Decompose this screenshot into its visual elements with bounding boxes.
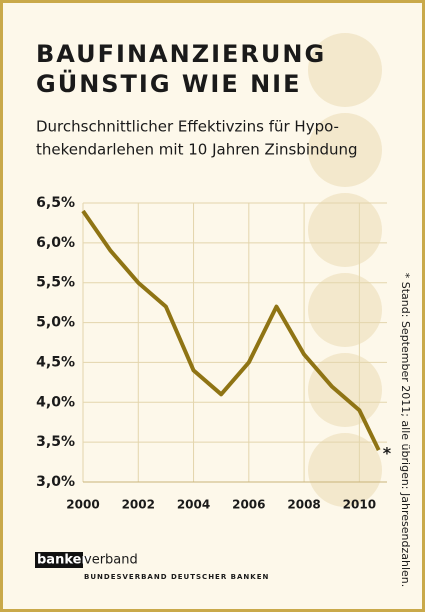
subtitle: Durchschnittlicher Effektivzins für Hypo… xyxy=(36,118,339,136)
decor xyxy=(308,33,382,507)
y-tick-label: 4,0% xyxy=(36,394,75,410)
y-tick-label: 6,0% xyxy=(36,235,75,251)
y-tick-label: 5,0% xyxy=(36,315,75,331)
y-tick-label: 5,5% xyxy=(36,275,75,291)
x-tick-label: 2004 xyxy=(177,498,210,512)
y-tick-label: 3,5% xyxy=(36,434,75,450)
annotation: * xyxy=(383,444,392,463)
line xyxy=(81,209,381,451)
footnote: * Stand: September 2011; alle übrigen: J… xyxy=(399,273,412,588)
logo: banken xyxy=(37,553,91,568)
x-tick-label: 2000 xyxy=(66,498,99,512)
x-tick-label: 2008 xyxy=(287,498,320,512)
x-tick-label: 2006 xyxy=(232,498,265,512)
x-tick-label: 2002 xyxy=(122,498,155,512)
logo: verband xyxy=(84,553,138,568)
logo-box xyxy=(35,552,83,568)
x-tick-label: 2010 xyxy=(343,498,376,512)
y-tick-label: 3,0% xyxy=(36,474,75,490)
subtitle: thekendarlehen mit 10 Jahren Zinsbindung xyxy=(36,141,358,159)
y-tick-label: 4,5% xyxy=(36,354,75,370)
chart-title: BAUFINANZIERUNG xyxy=(36,40,326,68)
chart-title: GÜNSTIG WIE NIE xyxy=(36,68,301,98)
tagline: BUNDESVERBAND DEUTSCHER BANKEN xyxy=(84,573,269,581)
y-tick-label: 6,5% xyxy=(36,195,75,211)
